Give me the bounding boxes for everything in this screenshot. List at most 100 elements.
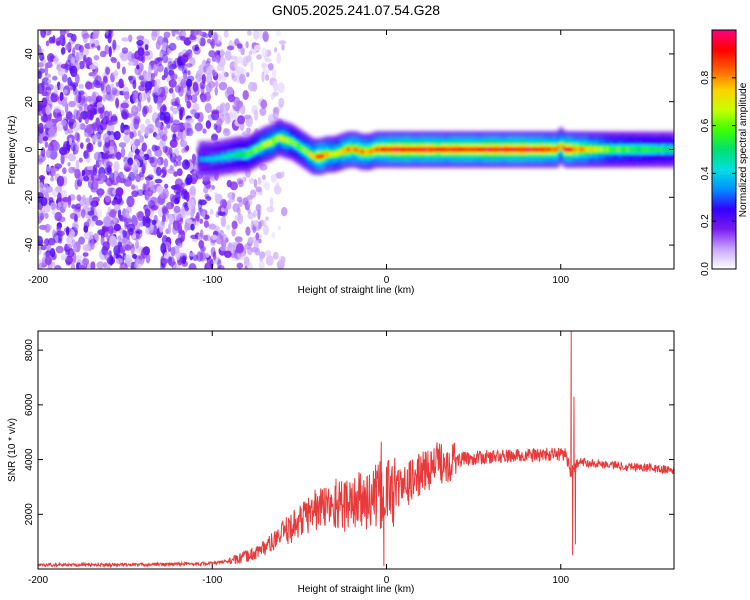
heatmap-noise-blob bbox=[81, 30, 89, 40]
heatmap-ridge-cell bbox=[432, 147, 436, 152]
heatmap-noise-blob bbox=[78, 157, 83, 163]
heatmap-ridge-cell bbox=[248, 150, 252, 156]
heatmap-noise-blob bbox=[204, 252, 210, 258]
heatmap-ridge-cell bbox=[482, 147, 486, 152]
heatmap-noise-blob bbox=[136, 64, 140, 70]
heatmap-ridge-cell bbox=[357, 148, 360, 153]
heatmap-noise-blob bbox=[203, 220, 209, 228]
heatmap-noise-blob bbox=[239, 68, 247, 75]
heatmap-noise-blob bbox=[100, 80, 105, 92]
heatmap-noise-blob bbox=[99, 113, 104, 120]
heatmap-noise-blob bbox=[79, 174, 85, 182]
heatmap-ridge-cell bbox=[442, 147, 446, 152]
heatmap-noise-blob bbox=[53, 264, 62, 269]
heatmap-noise-blob bbox=[244, 243, 252, 250]
heatmap-noise-blob bbox=[96, 101, 104, 108]
heatmap-noise-blob bbox=[40, 30, 47, 38]
heatmap-noise-blob bbox=[242, 90, 249, 100]
heatmap-noise-blob bbox=[134, 138, 141, 147]
heatmap-noise-blob bbox=[83, 225, 89, 233]
heatmap-noise-blob bbox=[146, 177, 150, 186]
heatmap-noise-blob bbox=[45, 40, 50, 47]
heatmap-noise-blob bbox=[131, 216, 138, 227]
heatmap-ridge-cell bbox=[350, 147, 354, 152]
heatmap-noise-blob bbox=[232, 104, 238, 109]
heatmap-ridge-cell bbox=[470, 147, 473, 152]
heatmap-noise-blob bbox=[111, 241, 119, 246]
heatmap-ridge-cell bbox=[484, 147, 488, 152]
heatmap-noise-blob bbox=[41, 77, 50, 86]
heatmap-noise-blob bbox=[132, 79, 137, 90]
heatmap-noise-blob bbox=[267, 63, 274, 71]
top-y-axis-ticks: -40 -20 0 20 40 bbox=[24, 48, 674, 252]
heatmap-noise-blob bbox=[222, 128, 231, 137]
heatmap-noise-blob bbox=[186, 127, 194, 137]
heatmap-ridge-cell bbox=[486, 147, 490, 152]
heatmap-noise-blob bbox=[162, 188, 169, 200]
heatmap-noise-blob bbox=[151, 31, 158, 37]
heatmap-noise-blob bbox=[59, 83, 65, 91]
heatmap-ridge-cell bbox=[380, 147, 383, 152]
heatmap-noise-blob bbox=[76, 194, 82, 202]
heatmap-ridge-cell bbox=[545, 147, 549, 152]
heatmap-noise-blob bbox=[211, 185, 215, 190]
heatmap-noise-blob bbox=[175, 191, 181, 203]
heatmap-noise-blob bbox=[48, 36, 54, 44]
heatmap-ridge-cell bbox=[664, 147, 668, 152]
heatmap-noise-blob bbox=[134, 148, 140, 155]
heatmap-ridge-cell bbox=[572, 147, 576, 152]
heatmap-noise-blob bbox=[184, 93, 189, 104]
heatmap-ridge-cell bbox=[399, 147, 402, 152]
heatmap-noise-blob bbox=[90, 81, 95, 90]
top-x-tick-label: 0 bbox=[384, 275, 390, 286]
heatmap-noise-blob bbox=[38, 122, 44, 135]
heatmap-noise-blob bbox=[91, 43, 95, 48]
heatmap-noise-blob bbox=[237, 43, 243, 49]
heatmap-noise-blob bbox=[67, 76, 72, 87]
heatmap-noise-blob bbox=[106, 161, 113, 169]
heatmap-ridge-cell bbox=[313, 154, 316, 160]
heatmap-noise-blob bbox=[190, 223, 195, 231]
heatmap-ridge-cell bbox=[309, 152, 312, 157]
heatmap-noise-blob bbox=[122, 230, 127, 238]
heatmap-noise-blob bbox=[45, 62, 53, 69]
heatmap-noise-blob bbox=[278, 97, 285, 108]
heatmap-ridge-cell bbox=[618, 147, 622, 152]
heatmap-noise-blob bbox=[265, 216, 269, 221]
heatmap-noise-blob bbox=[127, 61, 135, 66]
heatmap-noise-blob bbox=[154, 57, 160, 65]
heatmap-noise-blob bbox=[255, 186, 262, 193]
heatmap-noise-blob bbox=[53, 57, 60, 63]
colorbar bbox=[711, 29, 737, 270]
heatmap-noise-blob bbox=[94, 75, 102, 86]
heatmap-noise-blob bbox=[231, 220, 238, 230]
heatmap-noise-blob bbox=[60, 63, 68, 69]
heatmap-ridge-cell bbox=[591, 147, 595, 152]
heatmap-ridge-cell bbox=[415, 147, 419, 152]
heatmap-ridge-cell bbox=[587, 147, 590, 152]
heatmap-ridge-cell bbox=[436, 147, 440, 152]
heatmap-ridge-cell bbox=[453, 147, 457, 152]
heatmap-noise-blob bbox=[103, 261, 108, 269]
heatmap-noise-blob bbox=[194, 122, 203, 132]
heatmap-ridge-cell bbox=[604, 147, 607, 152]
bottom-y-tick-label: 6000 bbox=[24, 393, 35, 416]
heatmap-noise-blob bbox=[128, 171, 136, 182]
heatmap-noise-blob bbox=[217, 72, 222, 82]
heatmap-ridge-cell bbox=[294, 142, 298, 147]
heatmap-ridge-cell bbox=[468, 147, 471, 152]
heatmap-noise-blob bbox=[155, 121, 162, 128]
heatmap-ridge-cell bbox=[493, 147, 496, 152]
heatmap-noise-blob bbox=[128, 34, 133, 43]
heatmap-ridge-cell bbox=[277, 135, 281, 141]
heatmap-noise-blob bbox=[120, 102, 129, 109]
heatmap-noise-blob bbox=[61, 99, 68, 107]
heatmap-noise-blob bbox=[102, 93, 107, 102]
heatmap-noise-blob bbox=[38, 70, 42, 79]
top-y-tick-label: 0 bbox=[24, 146, 35, 152]
heatmap-noise-blob bbox=[161, 74, 166, 81]
heatmap-ridge-cell bbox=[662, 147, 666, 152]
heatmap-noise-blob bbox=[44, 141, 48, 148]
heatmap-ridge-cell bbox=[537, 147, 540, 152]
heatmap-noise-blob bbox=[68, 100, 76, 108]
